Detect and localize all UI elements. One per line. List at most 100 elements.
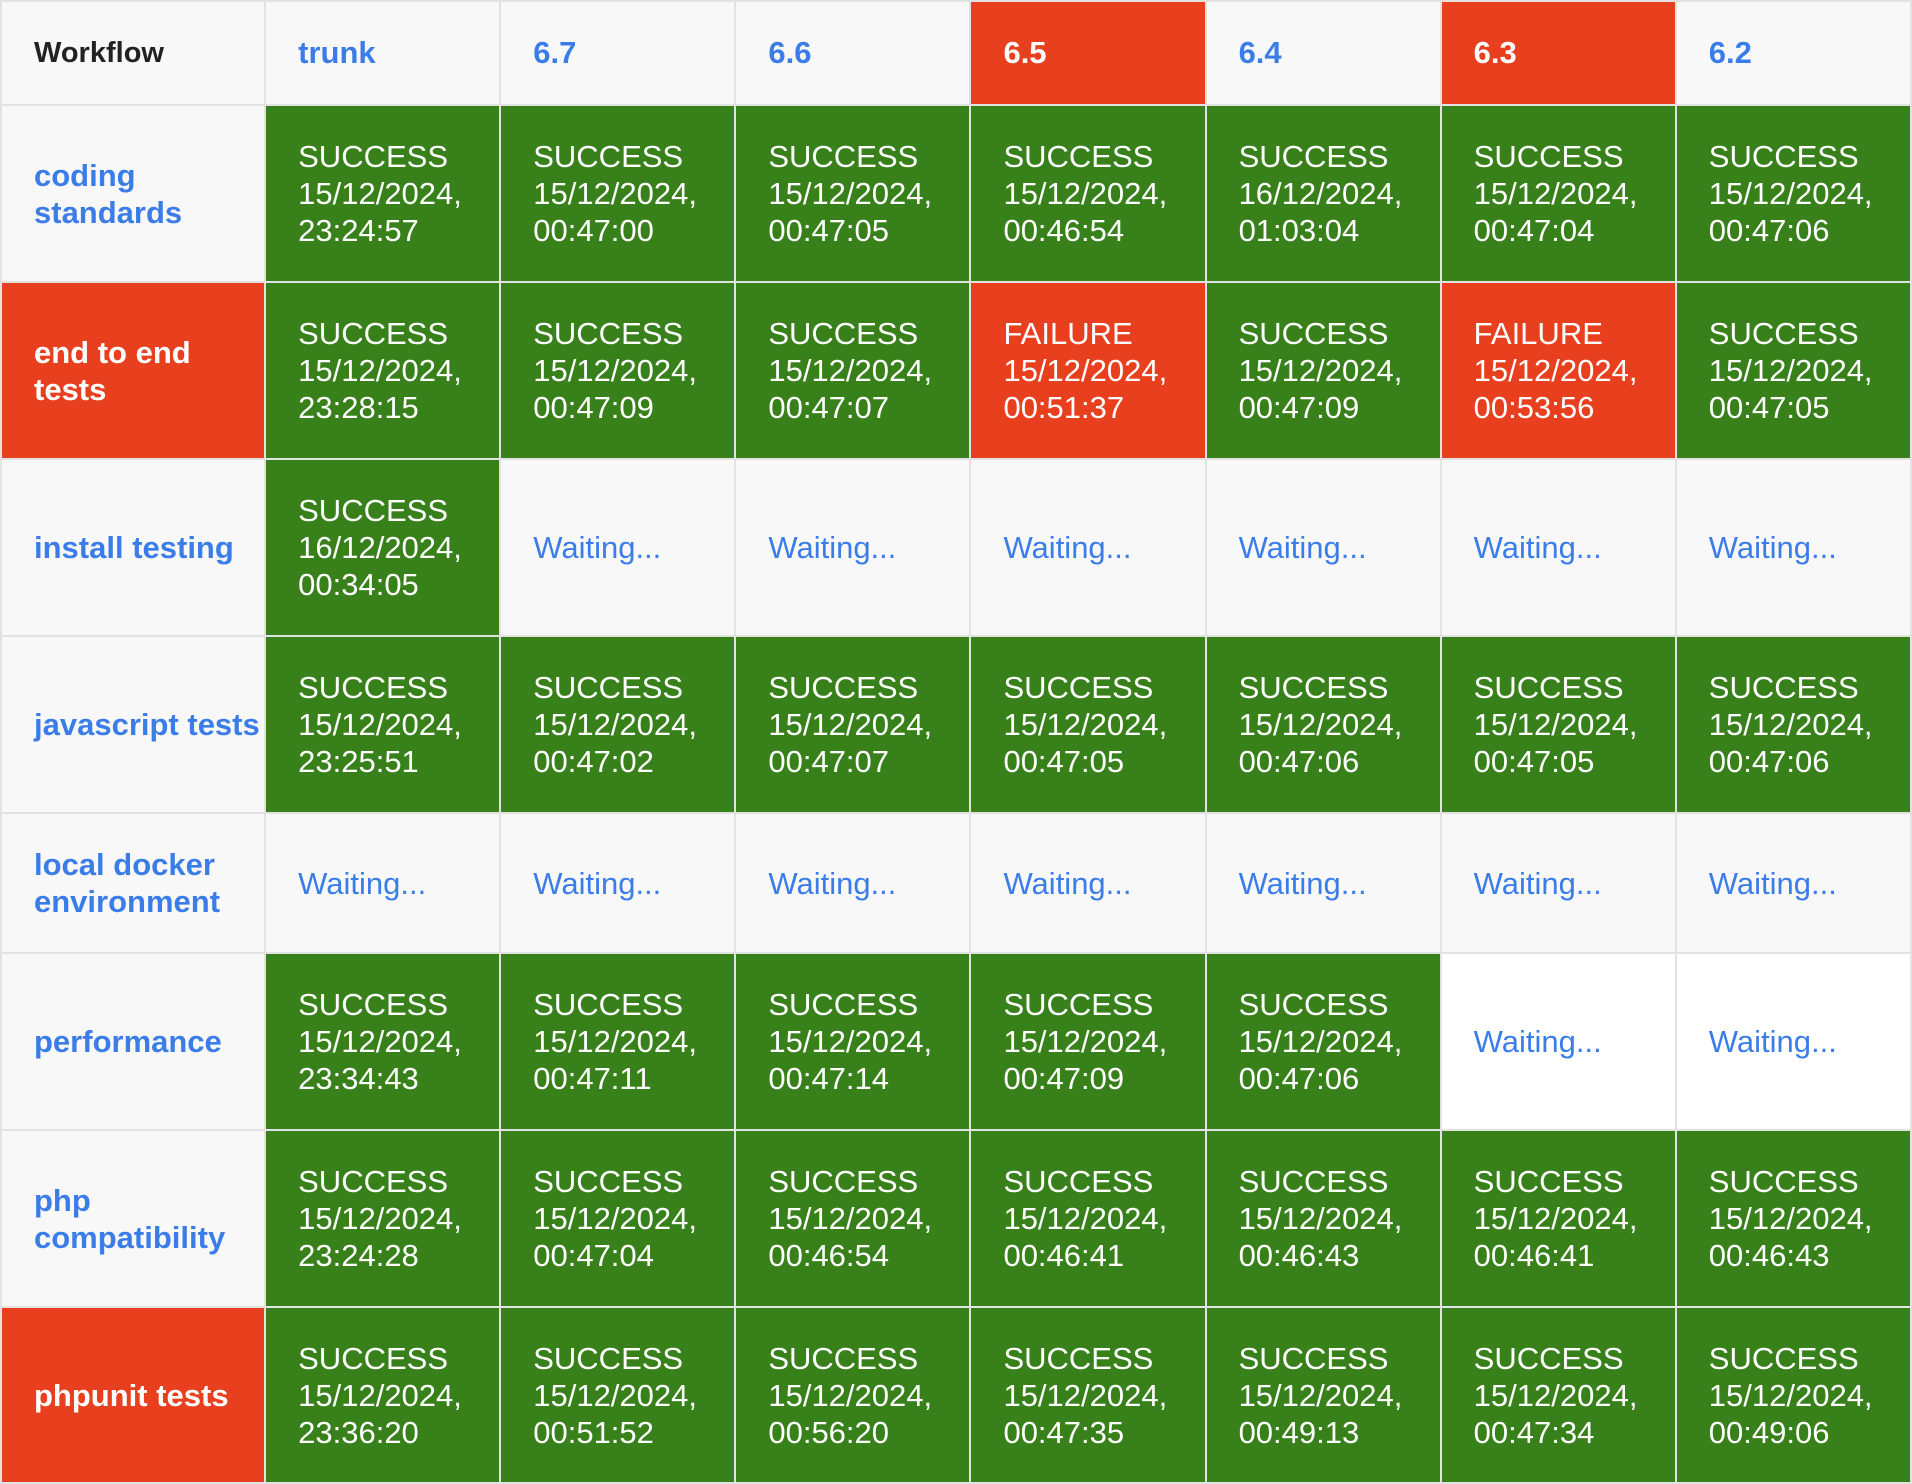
status-cell[interactable]: FAILURE 15/12/2024, 00:53:56 <box>1439 281 1677 460</box>
branch-link[interactable]: 6.5 <box>1003 35 1047 70</box>
run-time-text: 00:47:04 <box>533 1238 654 1273</box>
branch-link[interactable]: 6.4 <box>1238 35 1282 70</box>
run-result-text: SUCCESS <box>768 316 919 351</box>
run-date-text: 15/12/2024, <box>768 176 933 211</box>
run-date-text: 15/12/2024, <box>1473 1377 1638 1413</box>
status-cell[interactable]: SUCCESS 15/12/2024, 00:46:54 <box>734 1129 972 1308</box>
status-cell[interactable]: SUCCESS 15/12/2024, 00:47:05 <box>734 104 972 283</box>
status-cell[interactable]: SUCCESS 15/12/2024, 23:25:51 <box>264 635 502 814</box>
run-result-text: SUCCESS <box>768 1164 919 1199</box>
workflow-link[interactable]: end to end tests <box>34 334 191 407</box>
run-time-text: 00:46:41 <box>1003 1238 1125 1273</box>
status-cell[interactable]: SUCCESS 15/12/2024, 00:47:14 <box>734 952 972 1131</box>
status-cell[interactable]: SUCCESS 15/12/2024, 00:49:13 <box>1204 1306 1442 1484</box>
status-cell[interactable]: SUCCESS 15/12/2024, 00:56:20 <box>734 1306 972 1484</box>
status-cell[interactable]: SUCCESS 15/12/2024, 00:47:06 <box>1674 635 1912 814</box>
workflow-row: install testing SUCCESS 16/12/2024, 00:34:0… <box>0 458 1912 637</box>
run-date-text: 15/12/2024, <box>1473 353 1638 388</box>
status-cell[interactable]: SUCCESS 15/12/2024, 00:46:41 <box>969 1129 1207 1308</box>
status-cell[interactable]: SUCCESS 15/12/2024, 00:47:06 <box>1204 635 1442 814</box>
run-date-text: 15/12/2024, <box>533 176 697 211</box>
workflow-row: javascript tests SUCCESS 15/12/2024, 23:25:… <box>0 635 1912 814</box>
status-cell[interactable]: SUCCESS 15/12/2024, 00:47:11 <box>499 952 737 1131</box>
workflow-link[interactable]: coding standards <box>34 157 183 230</box>
status-cell[interactable]: SUCCESS 15/12/2024, 23:34:43 <box>264 952 502 1131</box>
status-cell[interactable]: SUCCESS 15/12/2024, 00:47:00 <box>499 104 737 283</box>
status-cell[interactable]: SUCCESS 15/12/2024, 00:47:05 <box>1674 281 1912 460</box>
status-cell[interactable]: SUCCESS 15/12/2024, 00:46:41 <box>1439 1129 1677 1308</box>
status-cell[interactable]: SUCCESS 15/12/2024, 00:47:02 <box>499 635 737 814</box>
workflow-link[interactable]: performance <box>34 1024 222 1059</box>
run-result-text: SUCCESS <box>1708 670 1859 705</box>
status-cell[interactable]: SUCCESS 15/12/2024, 00:47:05 <box>969 635 1207 814</box>
status-cell[interactable]: SUCCESS 15/12/2024, 23:24:28 <box>264 1129 502 1308</box>
branch-header-6-2: 6.2 <box>1674 0 1912 106</box>
status-cell[interactable]: SUCCESS 15/12/2024, 23:24:57 <box>264 104 502 283</box>
status-cell[interactable]: SUCCESS 15/12/2024, 00:49:06 <box>1674 1306 1912 1484</box>
status-cell[interactable]: SUCCESS 15/12/2024, 00:47:09 <box>1204 281 1442 460</box>
status-cell[interactable]: SUCCESS 15/12/2024, 00:46:54 <box>969 104 1207 283</box>
run-result-text: SUCCESS <box>298 493 448 528</box>
run-date-text: 15/12/2024, <box>533 1024 697 1059</box>
run-result-text: SUCCESS <box>1708 139 1859 174</box>
status-cell[interactable]: SUCCESS 15/12/2024, 00:47:04 <box>1439 104 1677 283</box>
run-result-text: SUCCESS <box>298 316 448 351</box>
branch-header-6-5: 6.5 <box>969 0 1207 106</box>
run-time-text: 00:47:05 <box>768 213 890 248</box>
status-cell[interactable]: SUCCESS 15/12/2024, 00:51:52 <box>499 1306 737 1484</box>
run-date-text: 15/12/2024, <box>298 1024 462 1059</box>
run-date-text: 15/12/2024, <box>298 707 462 742</box>
branch-link[interactable]: 6.2 <box>1708 35 1752 70</box>
workflow-name-cell: local docker environment <box>0 812 267 954</box>
branch-link[interactable]: 6.3 <box>1473 35 1517 70</box>
run-time-text: 00:47:14 <box>768 1061 890 1096</box>
waiting-status-text: Waiting... <box>533 530 662 565</box>
status-cell[interactable]: SUCCESS 15/12/2024, 23:36:20 <box>264 1306 502 1484</box>
run-time-text: 00:46:43 <box>1238 1238 1360 1273</box>
status-cell[interactable]: SUCCESS 15/12/2024, 00:47:09 <box>969 952 1207 1131</box>
status-cell[interactable]: SUCCESS 15/12/2024, 00:46:43 <box>1204 1129 1442 1308</box>
run-time-text: 23:24:57 <box>298 213 419 248</box>
run-date-text: 15/12/2024, <box>1238 707 1403 742</box>
workflow-link[interactable]: php compatibility <box>34 1182 226 1255</box>
run-result-text: SUCCESS <box>768 670 919 705</box>
status-cell[interactable]: SUCCESS 15/12/2024, 00:47:07 <box>734 281 972 460</box>
workflow-name-cell: phpunit tests <box>0 1306 267 1484</box>
status-cell: Waiting... <box>1674 952 1912 1131</box>
run-time-text: 00:47:04 <box>1473 213 1595 248</box>
run-time-text: 23:24:28 <box>298 1238 419 1273</box>
status-cell[interactable]: SUCCESS 15/12/2024, 00:47:04 <box>499 1129 737 1308</box>
status-cell[interactable]: SUCCESS 15/12/2024, 00:47:09 <box>499 281 737 460</box>
branch-link[interactable]: trunk <box>298 35 376 70</box>
status-cell[interactable]: SUCCESS 16/12/2024, 01:03:04 <box>1204 104 1442 283</box>
workflow-link[interactable]: phpunit tests <box>34 1377 229 1413</box>
status-cell[interactable]: SUCCESS 15/12/2024, 23:28:15 <box>264 281 502 460</box>
run-time-text: 00:51:52 <box>533 1414 654 1450</box>
workflow-link[interactable]: local docker environment <box>34 847 221 919</box>
status-cell[interactable]: SUCCESS 15/12/2024, 00:46:43 <box>1674 1129 1912 1308</box>
status-cell: Waiting... <box>264 812 502 954</box>
run-date-text: 15/12/2024, <box>1473 707 1638 742</box>
status-cell[interactable]: SUCCESS 15/12/2024, 00:47:05 <box>1439 635 1677 814</box>
run-date-text: 15/12/2024, <box>1473 1201 1638 1236</box>
run-time-text: 00:47:05 <box>1473 744 1595 779</box>
status-cell: Waiting... <box>1439 458 1677 637</box>
status-cell[interactable]: FAILURE 15/12/2024, 00:51:37 <box>969 281 1207 460</box>
status-cell[interactable]: SUCCESS 16/12/2024, 00:34:05 <box>264 458 502 637</box>
workflow-link[interactable]: install testing <box>34 530 234 565</box>
run-time-text: 00:47:06 <box>1238 744 1360 779</box>
waiting-status-text: Waiting... <box>1708 530 1837 565</box>
status-cell[interactable]: SUCCESS 15/12/2024, 00:47:35 <box>969 1306 1207 1484</box>
status-cell[interactable]: SUCCESS 15/12/2024, 00:47:06 <box>1204 952 1442 1131</box>
status-cell[interactable]: SUCCESS 15/12/2024, 00:47:06 <box>1674 104 1912 283</box>
workflow-link[interactable]: javascript tests <box>34 707 260 742</box>
run-time-text: 00:47:07 <box>768 744 890 779</box>
run-result-text: SUCCESS <box>533 987 684 1022</box>
branch-link[interactable]: 6.6 <box>768 35 812 70</box>
run-time-text: 01:03:04 <box>1238 213 1360 248</box>
branch-link[interactable]: 6.7 <box>533 35 577 70</box>
status-cell[interactable]: SUCCESS 15/12/2024, 00:47:07 <box>734 635 972 814</box>
waiting-status-text: Waiting... <box>1708 1024 1837 1059</box>
status-cell[interactable]: SUCCESS 15/12/2024, 00:47:34 <box>1439 1306 1677 1484</box>
